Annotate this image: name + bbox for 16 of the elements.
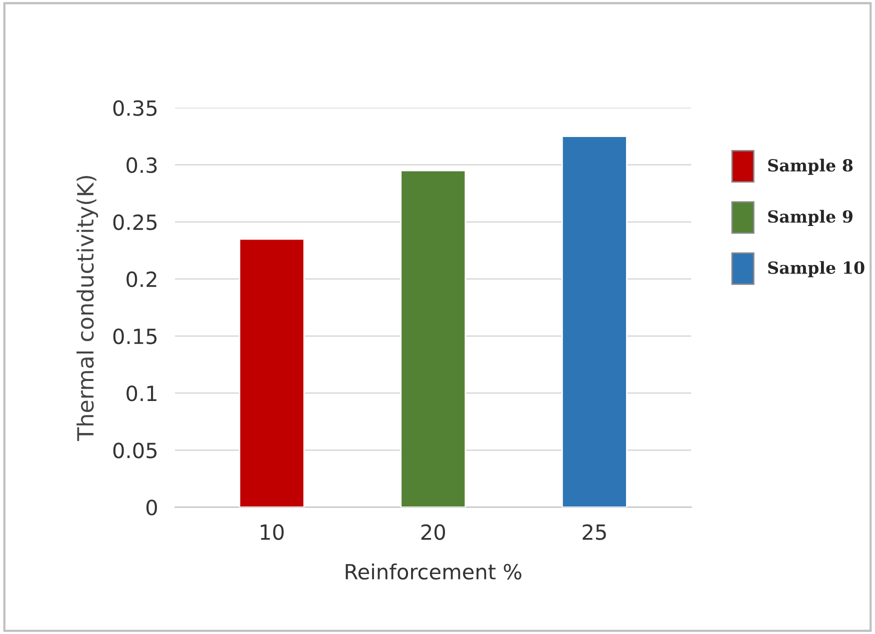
y-tick-label: 0.3 xyxy=(126,157,157,174)
y-tick-label: 0.15 xyxy=(113,328,157,344)
y-tick-label: 0 xyxy=(146,500,157,516)
x-tick-label: 20 xyxy=(421,524,445,540)
y-tick-label: 0.35 xyxy=(113,100,157,116)
x-axis-title: Reinforcement % xyxy=(346,563,522,580)
y-tick-label: 0.1 xyxy=(126,386,156,402)
y-axis-title: Thermal conductivity(K) xyxy=(76,176,98,441)
y-tick-label: 0.05 xyxy=(113,442,157,458)
x-tick-label: 10 xyxy=(260,524,284,540)
legend-label: Sample 9 xyxy=(768,210,852,226)
y-tick-label: 0.2 xyxy=(126,271,156,288)
legend-label: Sample 10 xyxy=(768,261,864,278)
legend-label: Sample 8 xyxy=(768,158,853,175)
x-tick-label: 25 xyxy=(582,524,606,540)
y-tick-label: 0.25 xyxy=(113,214,157,230)
